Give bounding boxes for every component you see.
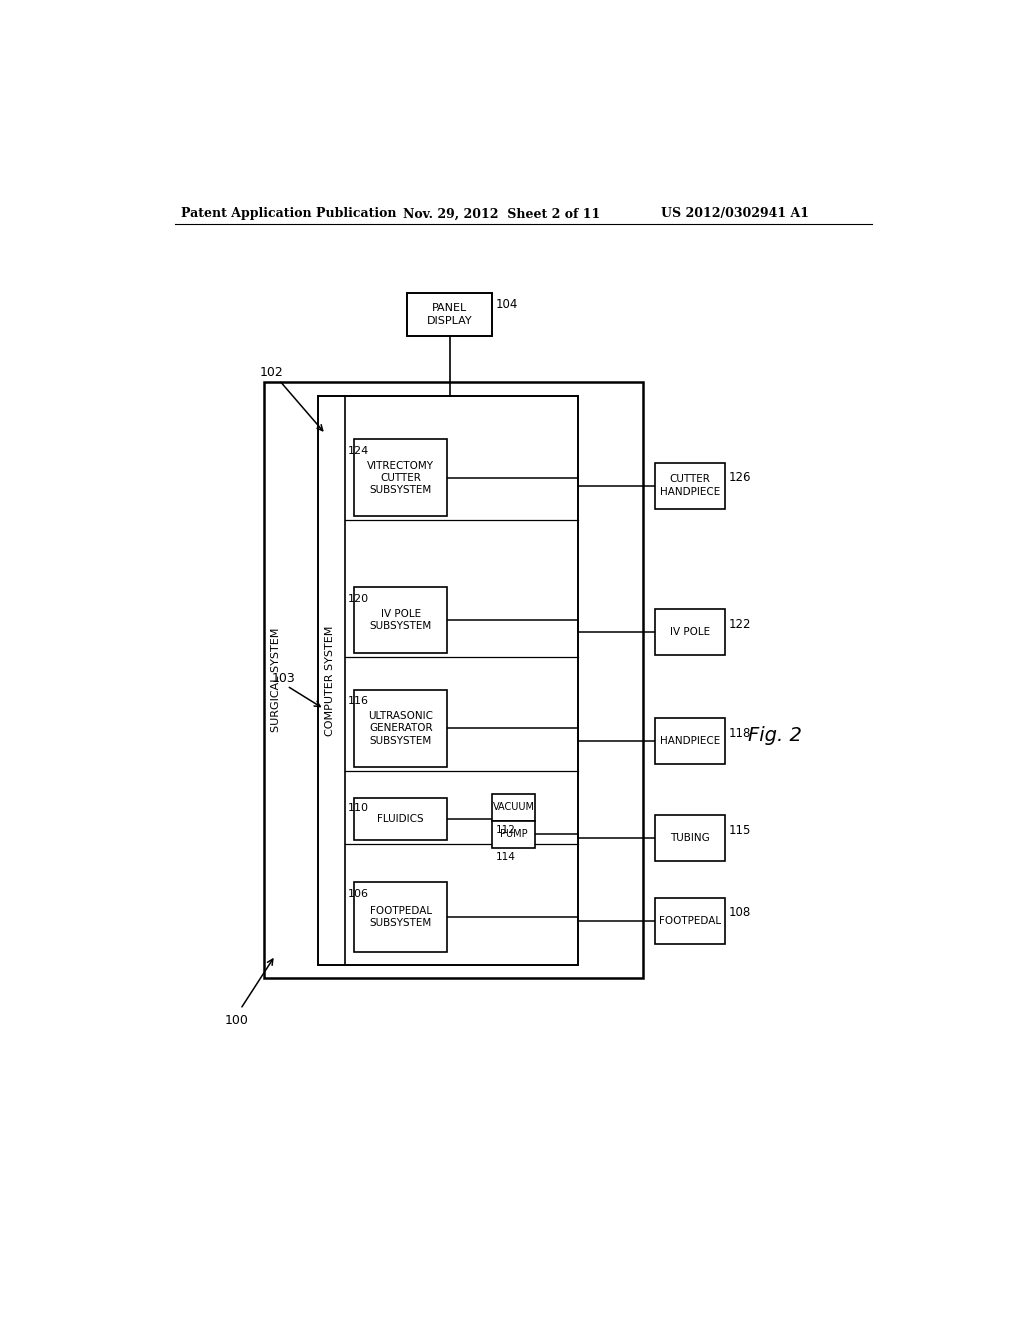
Text: 126: 126 [729, 471, 752, 484]
Text: COMPUTER SYSTEM: COMPUTER SYSTEM [326, 626, 335, 735]
Bar [655, 718, 725, 764]
Text: HANDPIECE: HANDPIECE [659, 737, 720, 746]
Text: 103: 103 [271, 672, 295, 685]
Text: Patent Application Publication: Patent Application Publication [180, 207, 396, 220]
Bar [655, 898, 725, 944]
Bar [407, 293, 493, 335]
Text: 110: 110 [348, 804, 369, 813]
Text: TUBING: TUBING [670, 833, 710, 843]
Text: FOOTPEDAL
SUBSYSTEM: FOOTPEDAL SUBSYSTEM [370, 906, 432, 928]
Text: 114: 114 [496, 851, 516, 862]
Text: PUMP: PUMP [500, 829, 527, 840]
Text: FLUIDICS: FLUIDICS [378, 813, 424, 824]
Text: 120: 120 [348, 594, 370, 603]
Text: US 2012/0302941 A1: US 2012/0302941 A1 [662, 207, 809, 220]
Text: SURGICAL SYSTEM: SURGICAL SYSTEM [271, 628, 281, 733]
Bar [493, 821, 535, 847]
Text: 108: 108 [729, 907, 751, 920]
Bar [354, 882, 447, 952]
Text: FOOTPEDAL: FOOTPEDAL [658, 916, 721, 925]
Bar [354, 440, 447, 516]
Text: 106: 106 [348, 888, 369, 899]
Text: Fig. 2: Fig. 2 [748, 726, 802, 746]
Text: 112: 112 [496, 825, 516, 834]
Text: IV POLE: IV POLE [670, 627, 710, 638]
Text: 124: 124 [348, 446, 370, 455]
Text: VITRECTOMY
CUTTER
SUBSYSTEM: VITRECTOMY CUTTER SUBSYSTEM [368, 461, 434, 495]
Bar [354, 689, 447, 767]
Text: IV POLE
SUBSYSTEM: IV POLE SUBSYSTEM [370, 609, 432, 631]
Text: 116: 116 [348, 696, 369, 706]
Text: 104: 104 [496, 298, 518, 312]
Bar [317, 396, 578, 965]
Bar [655, 609, 725, 655]
Bar [655, 816, 725, 862]
Text: 118: 118 [729, 727, 751, 741]
Text: 102: 102 [260, 366, 284, 379]
Text: CUTTER
HANDPIECE: CUTTER HANDPIECE [659, 474, 720, 496]
Text: Nov. 29, 2012  Sheet 2 of 11: Nov. 29, 2012 Sheet 2 of 11 [403, 207, 600, 220]
Bar [354, 797, 447, 840]
Bar [354, 587, 447, 653]
Text: 122: 122 [729, 618, 752, 631]
Text: ULTRASONIC
GENERATOR
SUBSYSTEM: ULTRASONIC GENERATOR SUBSYSTEM [369, 710, 433, 746]
Text: VACUUM: VACUUM [493, 803, 535, 812]
Bar [263, 381, 643, 978]
Bar [655, 462, 725, 508]
Text: 100: 100 [225, 1014, 249, 1027]
Text: 115: 115 [729, 824, 751, 837]
Text: PANEL
DISPLAY: PANEL DISPLAY [427, 304, 472, 326]
Bar [493, 793, 535, 821]
